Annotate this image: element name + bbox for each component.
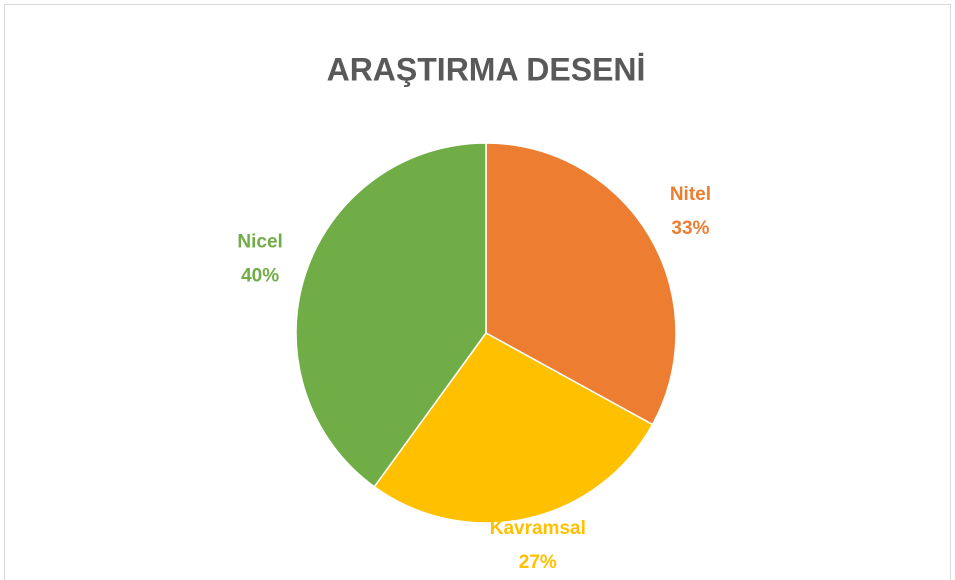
pie-slice xyxy=(485,142,677,426)
data-label-value: 40% xyxy=(241,266,279,287)
data-label-value: 27% xyxy=(519,552,557,573)
data-label: Kavramsal 27% xyxy=(490,518,586,573)
data-label-category: Nitel xyxy=(670,184,711,205)
pie-slice xyxy=(295,142,487,488)
data-label-category: Nicel xyxy=(237,232,282,253)
data-label-category: Kavramsal xyxy=(490,518,586,539)
chart-title: ARAŞTIRMA DESENİ xyxy=(327,51,646,87)
pie-slice xyxy=(373,332,654,524)
data-label-value: 33% xyxy=(671,218,709,239)
data-label: Nicel 40% xyxy=(237,232,282,287)
data-label: Nitel 33% xyxy=(670,184,711,239)
